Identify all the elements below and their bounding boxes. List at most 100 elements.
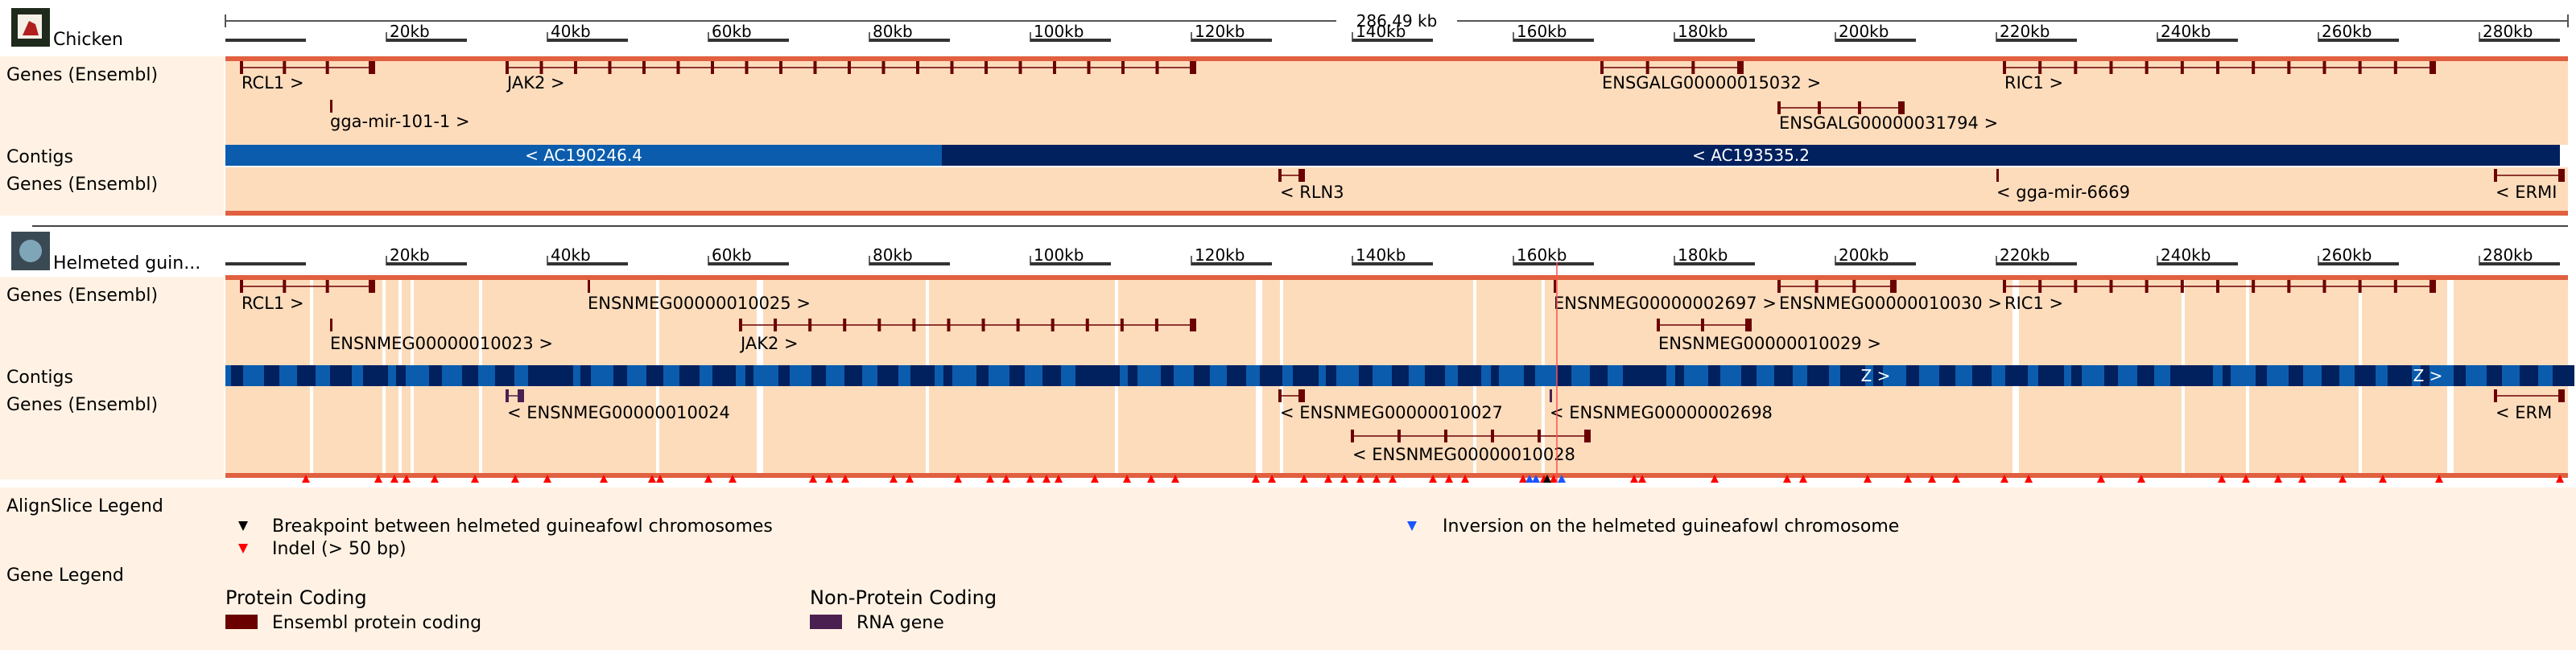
contig-label[interactable]: < AC193535.2 — [1692, 146, 1810, 165]
contig-block[interactable] — [943, 365, 952, 386]
contig-block[interactable] — [2170, 365, 2190, 386]
indel-marker[interactable] — [656, 475, 664, 483]
contig-block[interactable] — [2223, 365, 2231, 386]
indel-marker[interactable] — [1928, 475, 1936, 483]
contig-block[interactable] — [2071, 365, 2082, 386]
contig-block[interactable] — [2520, 365, 2538, 386]
contig-block[interactable] — [811, 365, 826, 386]
contig-block[interactable] — [1458, 365, 1481, 386]
chicken-reverse-genes[interactable]: < RLN3 < gga-mir-6669 < ERMI — [1278, 169, 2565, 202]
contig-block[interactable] — [1524, 365, 1535, 386]
chicken-contigs-track[interactable]: < AC190246.4 < AC193535.2 — [225, 145, 2560, 166]
contig-block[interactable] — [297, 365, 316, 386]
indel-marker[interactable] — [1002, 475, 1010, 483]
gene-feature[interactable]: JAK2 > — [739, 319, 1196, 353]
indel-marker[interactable] — [1340, 475, 1348, 483]
contig-block[interactable] — [264, 365, 279, 386]
contig-block[interactable] — [1873, 365, 1883, 386]
indel-marker[interactable] — [402, 475, 411, 483]
contig-block[interactable] — [1675, 365, 1684, 386]
contig-block[interactable] — [1708, 365, 1720, 386]
indel-marker[interactable] — [1783, 475, 1791, 483]
contig-block[interactable] — [712, 365, 736, 386]
indel-marker[interactable] — [302, 475, 310, 483]
contig-block[interactable] — [495, 365, 514, 386]
indel-marker[interactable] — [954, 475, 962, 483]
indel-marker[interactable] — [2379, 475, 2387, 483]
indel-marker[interactable] — [704, 475, 712, 483]
contig-block[interactable] — [613, 365, 627, 386]
contig-block[interactable] — [1326, 365, 1336, 386]
gene-feature[interactable]: ENSNMEG00000010030 > — [1777, 280, 2002, 313]
breakpoint-marker[interactable] — [1543, 475, 1551, 483]
indel-marker[interactable] — [1711, 475, 1719, 483]
inversion-marker[interactable] — [1558, 475, 1566, 483]
contig-block[interactable] — [1075, 365, 1097, 386]
contig-block[interactable] — [942, 145, 2560, 166]
indel-marker[interactable] — [2025, 475, 2033, 483]
indel-marker[interactable] — [809, 475, 817, 483]
indel-marker[interactable] — [1356, 475, 1364, 483]
contig-block[interactable] — [844, 365, 862, 386]
indel-marker[interactable] — [1550, 475, 1558, 483]
gene-feature[interactable]: ENSNMEG00000010025 > — [588, 280, 811, 313]
indel-marker[interactable] — [825, 475, 833, 483]
indel-marker[interactable] — [729, 475, 737, 483]
gene-feature[interactable]: < ENSNMEG00000010027 — [1278, 389, 1503, 422]
contig-block[interactable] — [1906, 365, 1919, 386]
gene-label[interactable]: gga-mir-101-1 > — [330, 112, 470, 131]
contig-block[interactable] — [330, 365, 352, 386]
contig-block[interactable] — [1009, 365, 1025, 386]
contig-block[interactable] — [1425, 365, 1445, 386]
contig-block[interactable] — [1807, 365, 1829, 386]
indel-marker[interactable] — [1638, 475, 1646, 483]
indel-marker[interactable] — [2298, 475, 2306, 483]
contig-block[interactable] — [1128, 365, 1137, 386]
indel-marker[interactable] — [2556, 475, 2564, 483]
gene-label[interactable]: RIC1 > — [2004, 294, 2063, 313]
contig-block[interactable] — [1293, 365, 1319, 386]
contig-block[interactable] — [1161, 365, 1174, 386]
contig-block[interactable] — [1260, 365, 1282, 386]
indel-marker[interactable] — [2097, 475, 2105, 483]
indel-marker[interactable] — [390, 475, 398, 483]
gene-label[interactable]: RCL1 > — [242, 73, 304, 93]
gene-label[interactable]: ENSNMEG00000010029 > — [1658, 334, 1881, 353]
gene-label[interactable]: ENSNMEG00000010025 > — [588, 294, 811, 313]
gf-indel-markers[interactable] — [302, 475, 2564, 483]
gf-contigs-track[interactable]: Z > Z > — [225, 365, 2574, 386]
gene-label[interactable]: < ERMI — [2496, 183, 2557, 202]
contig-block[interactable] — [2355, 365, 2376, 386]
contig-label[interactable]: Z > — [2413, 366, 2443, 385]
indel-marker[interactable] — [1147, 475, 1155, 483]
indel-marker[interactable] — [841, 475, 849, 483]
indel-marker[interactable] — [906, 475, 914, 483]
indel-marker[interactable] — [986, 475, 994, 483]
gene-feature[interactable]: < ENSNMEG00000010028 — [1351, 430, 1591, 464]
contig-block[interactable] — [1623, 365, 1644, 386]
gene-feature[interactable]: gga-mir-101-1 > — [330, 100, 470, 131]
indel-marker[interactable] — [1952, 475, 1960, 483]
contig-block[interactable] — [2454, 365, 2466, 386]
gene-feature[interactable]: < ENSNMEG00000010024 — [506, 389, 730, 422]
gene-label[interactable]: RIC1 > — [2004, 73, 2063, 93]
indel-marker[interactable] — [511, 475, 519, 483]
gene-feature[interactable]: < RLN3 — [1278, 169, 1344, 202]
indel-marker[interactable] — [1026, 475, 1034, 483]
gene-label[interactable]: < ENSNMEG00000002698 — [1550, 403, 1773, 422]
indel-marker[interactable] — [1429, 475, 1437, 483]
contig-label[interactable]: Z > — [1861, 366, 1891, 385]
contig-block[interactable] — [877, 365, 898, 386]
indel-marker[interactable] — [543, 475, 551, 483]
contig-block[interactable] — [1774, 365, 1793, 386]
indel-marker[interactable] — [431, 475, 439, 483]
chicken-species-label[interactable]: Chicken — [53, 30, 123, 50]
contig-block[interactable] — [1972, 365, 1992, 386]
contig-block[interactable] — [1741, 365, 1757, 386]
contig-block[interactable] — [2104, 365, 2118, 386]
gene-feature[interactable]: < gga-mir-6669 — [1996, 169, 2130, 202]
contig-block[interactable] — [1392, 365, 1409, 386]
indel-marker[interactable] — [471, 475, 479, 483]
contig-block[interactable] — [528, 365, 551, 386]
indel-marker[interactable] — [1799, 475, 1807, 483]
